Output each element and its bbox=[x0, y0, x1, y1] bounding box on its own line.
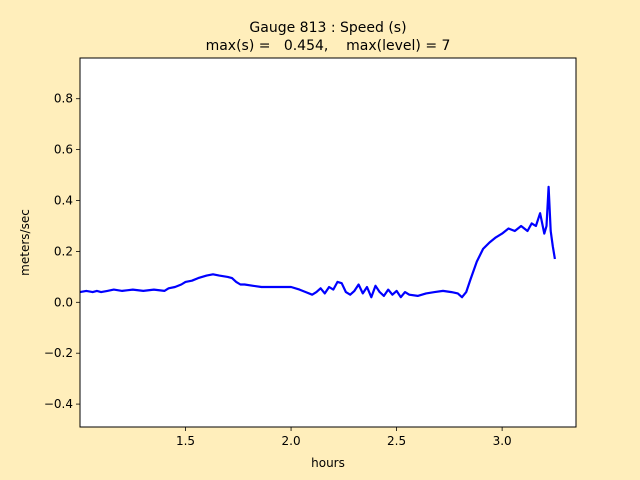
x-axis: 1.5 2.0 2.5 3.0 bbox=[176, 427, 512, 448]
y-tick-label-3: 0.2 bbox=[54, 244, 73, 258]
plot-area bbox=[80, 58, 576, 427]
chart-title: Gauge 813 : Speed (s) bbox=[249, 20, 406, 36]
y-tick-label-2: 0.0 bbox=[54, 295, 73, 309]
plot-frame bbox=[79, 57, 577, 428]
y-tick-label-6: 0.8 bbox=[54, 92, 73, 106]
x-axis-label: hours bbox=[311, 456, 345, 470]
series-layer bbox=[79, 185, 556, 299]
y-tick-label-4: 0.4 bbox=[54, 194, 73, 208]
y-tick-label-1: −0.2 bbox=[44, 346, 73, 360]
y-tick-label-5: 0.6 bbox=[54, 143, 73, 157]
x-tick-label-1: 2.0 bbox=[282, 434, 301, 448]
x-tick-label-0: 1.5 bbox=[176, 434, 195, 448]
y-tick-label-0: −0.4 bbox=[44, 397, 73, 411]
x-tick-label-3: 3.0 bbox=[493, 434, 512, 448]
y-axis-label: meters/sec bbox=[18, 209, 32, 276]
chart-subtitle: max(s) = 0.454, max(level) = 7 bbox=[206, 38, 451, 54]
x-tick-label-2: 2.5 bbox=[387, 434, 406, 448]
series-line-0 bbox=[79, 185, 556, 299]
y-axis: −0.4 −0.2 0.0 0.2 0.4 0.6 0.8 bbox=[44, 92, 80, 411]
